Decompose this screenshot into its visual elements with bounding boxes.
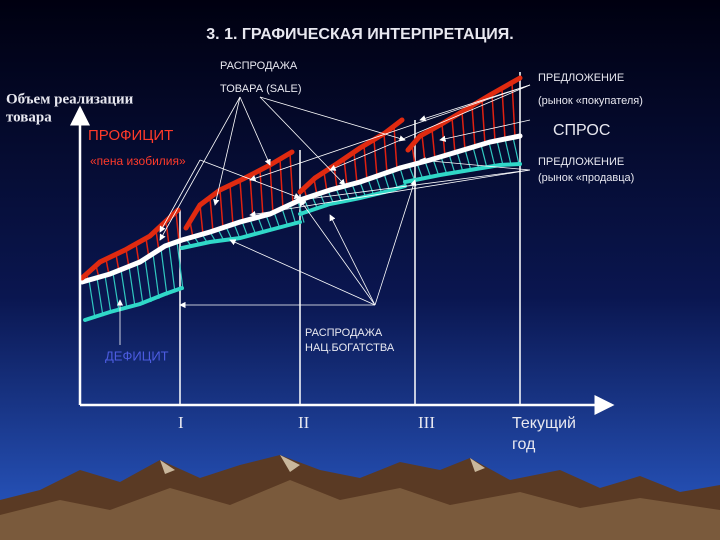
surplus-hatch xyxy=(259,170,264,217)
supply-seller-curve xyxy=(83,286,184,322)
surplus-hatch xyxy=(481,99,486,145)
surplus-hatch xyxy=(209,197,214,233)
label: ПРЕДЛОЖЕНИЕ xyxy=(538,72,624,84)
label: СПРОС xyxy=(553,122,610,139)
label: ПРЕДЛОЖЕНИЕ xyxy=(538,156,624,168)
surplus-hatch xyxy=(219,189,224,229)
deficit-hatch xyxy=(440,156,448,176)
surplus-hatch xyxy=(491,93,496,142)
supply-buyer-curve xyxy=(183,149,295,231)
label: ПРОФИЦИТ xyxy=(88,127,173,144)
label: РАСПРОДАЖА xyxy=(220,60,298,72)
deficit-hatch xyxy=(128,266,136,308)
surplus-hatch xyxy=(451,117,456,154)
x-label: II xyxy=(298,413,310,432)
deficit-hatch xyxy=(488,142,496,167)
label: (рынок «продавца) xyxy=(538,172,634,184)
pointer xyxy=(159,159,201,233)
deficit-hatch xyxy=(136,263,144,305)
deficit-hatch xyxy=(448,154,456,174)
surplus-hatch xyxy=(431,129,436,160)
label: НАЦ.БОГАТСТВА xyxy=(305,342,395,354)
pointer xyxy=(439,119,531,142)
deficit-hatch xyxy=(456,151,464,173)
demand-curve xyxy=(79,133,523,285)
surplus-hatch xyxy=(471,105,476,148)
axes xyxy=(70,105,615,415)
pointer xyxy=(419,157,531,171)
pointer xyxy=(229,239,376,306)
surplus-hatch xyxy=(239,180,244,223)
mountains xyxy=(0,455,720,540)
deficit-hatch xyxy=(512,137,520,165)
deficit-hatch xyxy=(160,248,168,296)
deficit-hatch xyxy=(480,144,488,169)
deficit-hatch xyxy=(96,277,104,317)
pointer xyxy=(249,169,531,218)
deficit-hatch xyxy=(496,140,504,166)
surplus-hatch xyxy=(175,211,180,243)
label: ТОВАРА (SALE) xyxy=(220,83,302,95)
deficit-hatch xyxy=(104,275,112,314)
surplus-hatch xyxy=(511,82,516,138)
x-label: год xyxy=(512,436,536,453)
title: 3. 1. ГРАФИЧЕСКАЯ ИНТЕРПРЕТАЦИЯ. xyxy=(206,26,513,43)
surplus-hatch xyxy=(353,152,358,184)
x-label: Текущий xyxy=(512,415,576,432)
pointer xyxy=(259,96,406,142)
deficit-hatch xyxy=(176,241,184,290)
deficit-hatch xyxy=(88,279,96,319)
deficit-hatch xyxy=(168,244,176,293)
pointer xyxy=(329,214,376,306)
pointer xyxy=(374,179,417,306)
pointer xyxy=(213,96,241,206)
supply-buyer-curve xyxy=(405,75,523,153)
label: РАСПРОДАЖА xyxy=(305,327,383,339)
surplus-hatch xyxy=(461,111,466,151)
y-axis-label: товара xyxy=(6,109,52,125)
pointer xyxy=(299,199,376,306)
surplus-hatch xyxy=(373,139,378,178)
surplus-hatch xyxy=(289,153,294,205)
plot xyxy=(79,72,531,405)
deficit-hatch xyxy=(504,138,512,165)
surplus-hatch xyxy=(199,204,204,235)
deficit-hatch xyxy=(120,269,128,310)
label: (рынок «покупателя) xyxy=(538,95,643,107)
surplus-hatch xyxy=(393,126,398,171)
surplus-hatch xyxy=(383,133,388,174)
surplus-hatch xyxy=(229,185,234,226)
supply-buyer-curve xyxy=(297,117,405,195)
label: «пена изобилия» xyxy=(90,154,186,168)
x-label: III xyxy=(418,413,435,432)
surplus-hatch xyxy=(165,220,170,246)
deficit-hatch xyxy=(464,149,472,171)
supply-seller-curve xyxy=(180,220,302,250)
pointer xyxy=(249,84,531,182)
y-axis-label: Объем реализации xyxy=(6,91,134,107)
label: ДЕФИЦИТ xyxy=(105,348,169,363)
supply-seller-curve xyxy=(298,184,407,216)
pointer xyxy=(159,96,241,241)
pointer xyxy=(239,96,271,166)
x-label: I xyxy=(178,413,184,432)
pointer xyxy=(329,84,531,171)
supply-buyer-curve xyxy=(79,207,181,281)
surplus-hatch xyxy=(279,159,284,210)
pointer xyxy=(199,159,301,200)
deficit-hatch xyxy=(152,253,160,299)
supply-seller-curve xyxy=(403,162,522,184)
deficit-hatch xyxy=(144,258,152,303)
surplus-hatch xyxy=(363,145,368,181)
deficit-hatch xyxy=(472,146,480,170)
